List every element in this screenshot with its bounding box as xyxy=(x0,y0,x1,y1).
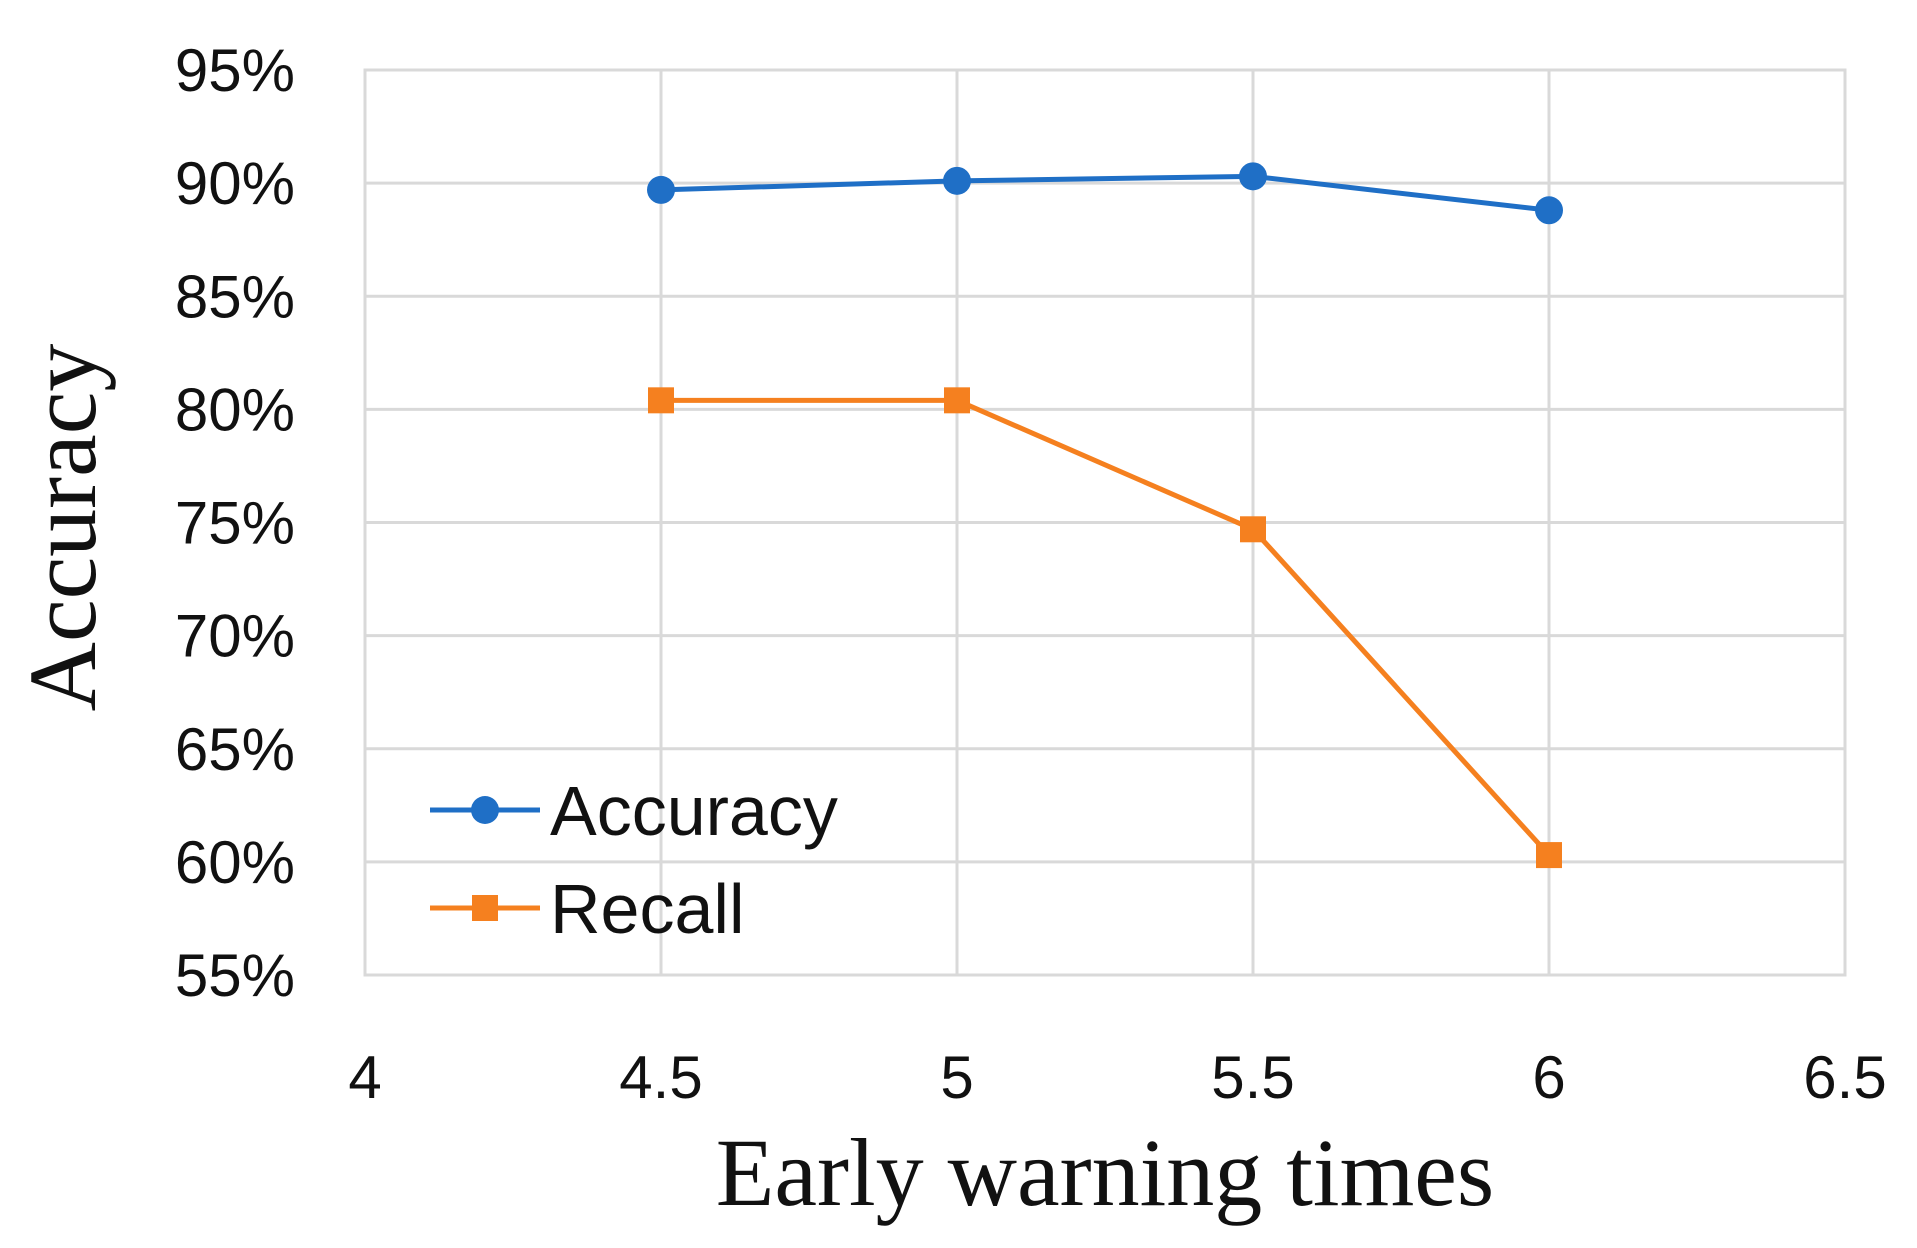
y-tick-label: 90% xyxy=(175,150,295,217)
x-tick-label: 6.5 xyxy=(1803,1044,1886,1111)
y-tick-label: 60% xyxy=(175,829,295,896)
y-tick-label: 80% xyxy=(175,376,295,443)
data-point-recall xyxy=(1536,842,1562,869)
x-tick-label: 5.5 xyxy=(1211,1044,1294,1111)
legend: Accuracy Recall xyxy=(430,772,838,948)
y-tick-label: 85% xyxy=(175,263,295,330)
series-layer xyxy=(647,162,1563,869)
x-tick-label: 6 xyxy=(1532,1044,1565,1111)
legend-item-recall: Recall xyxy=(430,870,745,948)
data-point-recall xyxy=(648,387,674,414)
x-axis-title: Early warning times xyxy=(716,1119,1494,1226)
x-tick-label: 5 xyxy=(940,1044,973,1111)
legend-label-recall: Recall xyxy=(550,870,745,948)
legend-label-accuracy: Accuracy xyxy=(550,772,838,850)
legend-item-accuracy: Accuracy xyxy=(430,772,838,850)
y-axis-title: Accuracy xyxy=(9,344,116,712)
y-tick-label: 70% xyxy=(175,603,295,670)
data-point-accuracy xyxy=(1535,196,1563,225)
data-point-accuracy xyxy=(1239,162,1267,191)
series-line-accuracy xyxy=(660,173,1550,213)
data-point-recall xyxy=(1240,516,1266,543)
series-line-recall xyxy=(661,397,1551,857)
data-point-recall xyxy=(944,387,970,414)
y-tick-label: 65% xyxy=(175,716,295,783)
x-tick-label: 4.5 xyxy=(619,1044,702,1111)
y-tick-label: 55% xyxy=(175,942,295,1009)
x-tick-label: 4 xyxy=(348,1044,381,1111)
series-accuracy xyxy=(647,162,1563,225)
legend-marker-accuracy xyxy=(471,796,499,824)
series-recall xyxy=(648,387,1562,869)
data-point-accuracy xyxy=(647,175,675,204)
tick-labels: 55% 60% 65% 70% 75% 80% 85% 90% 95% 4 4.5 5 5.5 6 6.5 xyxy=(175,37,1887,1111)
legend-marker-recall xyxy=(472,895,498,921)
y-tick-label: 75% xyxy=(175,490,295,557)
y-tick-label: 95% xyxy=(175,37,295,104)
plot-area-border xyxy=(363,68,1847,977)
data-point-accuracy xyxy=(943,166,971,195)
